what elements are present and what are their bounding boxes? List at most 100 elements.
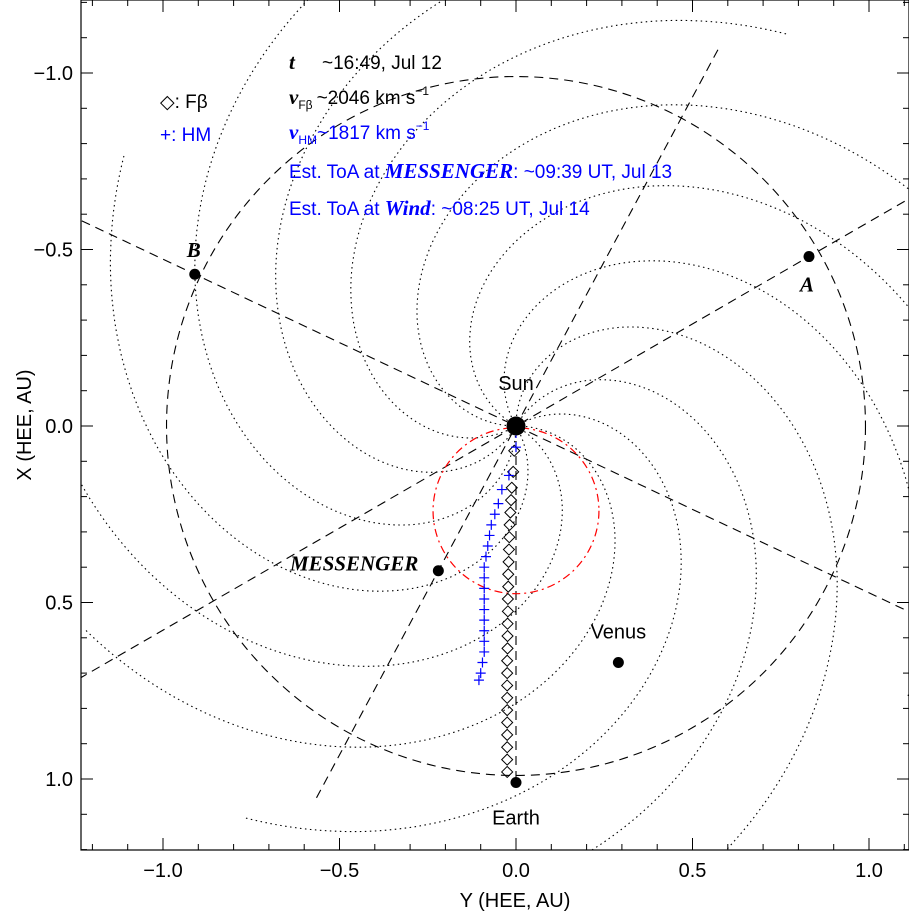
fbeta-point — [500, 741, 514, 754]
hm-point — [496, 484, 507, 495]
parker-spiral-line — [109, 154, 529, 592]
fbeta-point — [500, 728, 514, 742]
fbeta-point — [508, 444, 521, 457]
object-sun-dot — [506, 416, 526, 436]
fbeta-point — [504, 493, 518, 507]
radial-dashed-line — [81, 219, 909, 613]
axes: −1.0 −0.5 0.0 0.5 1.0 −1.0 −0.5 0.0 0.5 1.0 — [34, 0, 909, 882]
x-tick-label: −0.5 — [320, 860, 359, 882]
hm-point — [482, 541, 493, 552]
annotations: t ~16:49, Jul 12 vFβ ~2046 km s−1 vHM~1817… — [289, 50, 672, 220]
x-axis-title: Y (HEE, AU) — [460, 890, 571, 912]
object-venus-label: Venus — [591, 622, 647, 644]
object-messenger-dot — [432, 565, 444, 577]
y-tick-label: −0.5 — [34, 240, 73, 262]
legend-fbeta-symbol: ◇ — [160, 92, 175, 113]
x-tick-label: 0.0 — [502, 860, 530, 882]
fbeta-point — [504, 506, 517, 519]
legend-hm-text: : HM — [171, 125, 211, 146]
hm-point — [479, 593, 490, 604]
fbeta-point — [501, 605, 515, 618]
fbeta-point — [503, 530, 516, 544]
legend-hm: +: HM — [160, 125, 211, 146]
hm-point — [484, 530, 495, 541]
radial-dashed-line — [81, 198, 909, 679]
fbeta-point — [501, 629, 514, 643]
parker-spiral-line — [244, 413, 682, 833]
x-tick-label: 0.5 — [679, 860, 707, 882]
object-labels: Sun Earth Venus MESSENGER A B — [186, 238, 814, 829]
legend-fbeta-text: : Fβ — [175, 92, 208, 113]
parker-spiral-line — [515, 326, 838, 850]
fbeta-point — [500, 666, 514, 680]
hm-point — [479, 583, 490, 594]
object-sun-label: Sun — [498, 373, 534, 395]
plot-frame — [80, 0, 909, 851]
fbeta-point — [502, 543, 516, 556]
plot-area — [81, 0, 909, 850]
x-tick-label: 1.0 — [855, 860, 883, 882]
hm-point — [493, 498, 504, 509]
annotation-time: t ~16:49, Jul 12 — [289, 50, 442, 74]
hm-point — [473, 675, 484, 686]
object-b-dot — [189, 268, 201, 280]
object-earth-label: Earth — [492, 808, 540, 830]
fbeta-point — [503, 518, 516, 532]
fbeta-point — [500, 654, 514, 667]
parker-spiral-line — [194, 0, 517, 526]
hm-point — [489, 509, 500, 520]
x-tick-label: −1.0 — [143, 860, 182, 882]
fbeta-point — [501, 642, 514, 655]
fbeta-point — [500, 691, 514, 705]
parker-spiral-line — [350, 19, 788, 439]
hm-point — [479, 615, 490, 626]
hm-point — [479, 646, 490, 657]
y-axis-title: X (HEE, AU) — [14, 369, 36, 480]
object-earth-dot — [510, 777, 522, 789]
fbeta-point — [500, 753, 514, 766]
hm-point — [480, 551, 491, 562]
hm-point — [479, 636, 490, 647]
parker-spiral-line — [84, 425, 616, 748]
object-b-label: B — [186, 238, 201, 262]
object-a-label: A — [798, 273, 814, 297]
fbeta-point — [505, 481, 518, 494]
parker-spiral-line — [515, 379, 757, 850]
annotation-toa-messenger: Est. ToA at MESSENGER: ~09:39 UT, Jul 13 — [289, 159, 672, 183]
data-marks — [189, 251, 815, 789]
object-messenger-label: MESSENGER — [289, 552, 418, 576]
y-tick-label: 0.0 — [45, 416, 73, 438]
parker-spiral-line — [81, 425, 563, 667]
parker-spiral-line — [416, 104, 909, 427]
object-venus-dot — [612, 657, 624, 669]
fbeta-point — [502, 555, 515, 569]
annotation-toa-wind: Est. ToA at Wind: ~08:25 UT, Jul 14 — [289, 196, 590, 220]
hm-point — [477, 657, 488, 668]
fbeta-point — [501, 592, 515, 606]
fbeta-point — [500, 703, 514, 717]
fbeta-point — [500, 679, 514, 692]
object-a-dot — [803, 251, 815, 263]
y-tick-label: 0.5 — [45, 593, 73, 615]
hm-point — [479, 562, 490, 573]
parker-spiral-line — [503, 260, 909, 698]
hm-point — [486, 519, 497, 530]
parker-spiral-line — [275, 0, 517, 473]
y-tick-label: −1.0 — [34, 63, 73, 85]
hm-point — [475, 668, 486, 679]
hm-point — [479, 572, 490, 583]
fbeta-point — [500, 716, 514, 729]
fbeta-point — [500, 765, 514, 779]
legend: ◇: Fβ +: HM — [160, 92, 211, 146]
hm-point — [503, 470, 514, 481]
hm-point — [479, 604, 490, 615]
y-tick-label: 1.0 — [45, 769, 73, 791]
hm-point — [511, 442, 521, 453]
parker-spiral-line — [469, 185, 909, 427]
annotation-v-hm: vHM~1817 km s−1 — [289, 119, 430, 147]
fbeta-point — [502, 580, 515, 593]
legend-fbeta: ◇: Fβ — [160, 92, 208, 113]
annotation-v-fbeta: vFβ ~2046 km s−1 — [289, 84, 429, 112]
fbeta-point — [506, 465, 520, 479]
